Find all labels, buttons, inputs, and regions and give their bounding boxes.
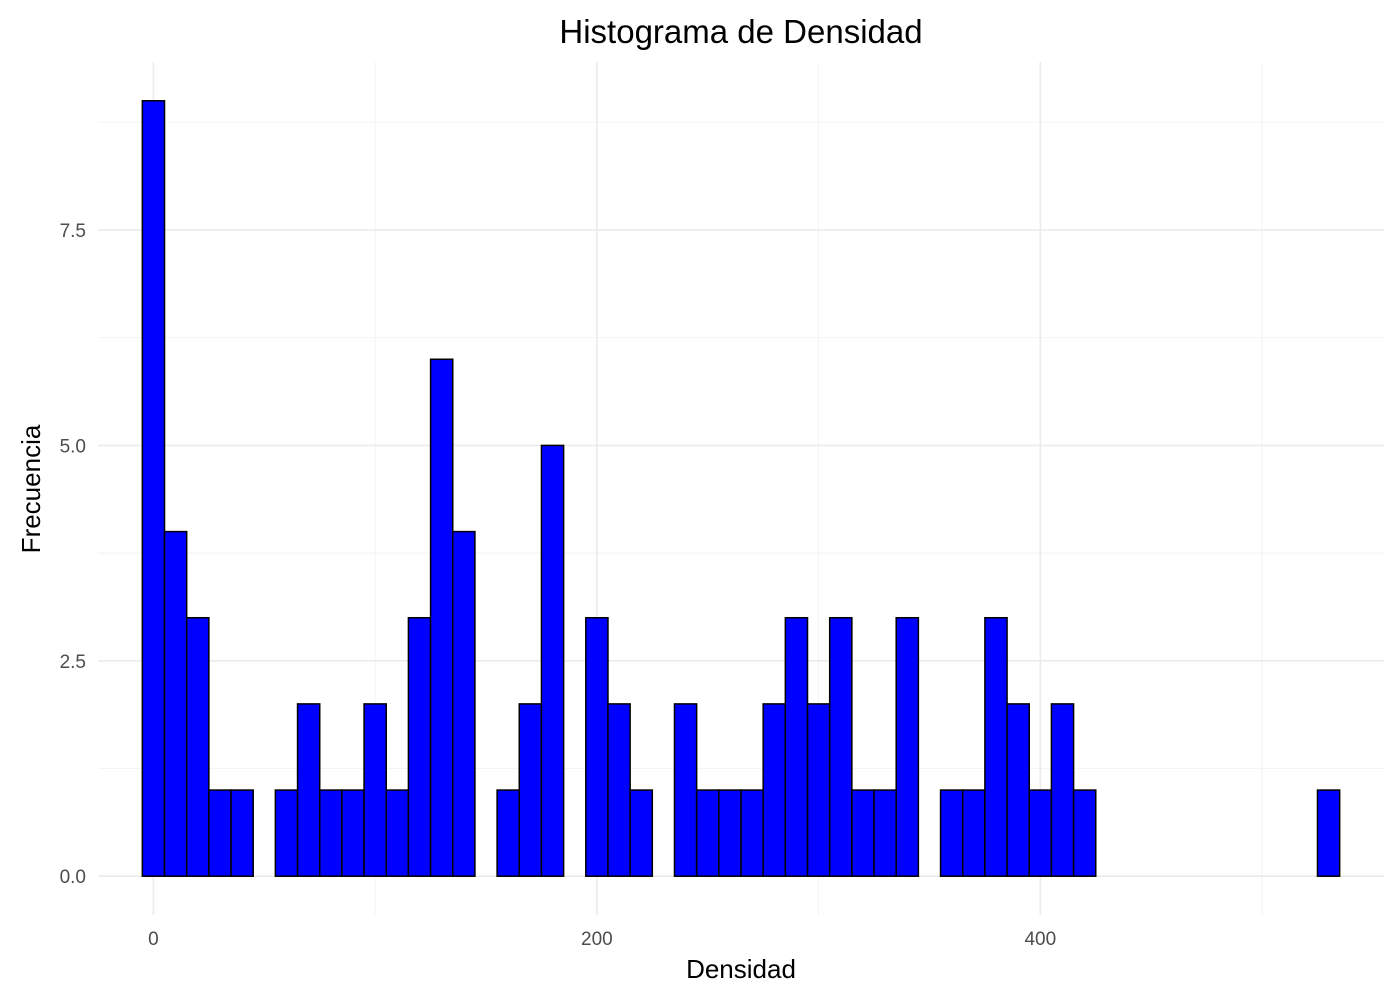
histogram-bar <box>1006 703 1030 877</box>
y-axis-ticks: 0.0 2.5 5.0 7.5 <box>60 221 86 888</box>
histogram-bars <box>141 100 1341 877</box>
y-tick-label: 5.0 <box>60 436 86 457</box>
x-tick-label: 0 <box>148 929 159 950</box>
histogram-bar <box>1072 789 1097 877</box>
histogram-bar <box>341 789 365 877</box>
histogram-bar <box>718 789 742 877</box>
y-tick-label: 2.5 <box>60 652 86 673</box>
histogram-bar <box>673 703 698 877</box>
histogram-bar <box>895 616 920 877</box>
histogram-bar <box>961 789 986 877</box>
histogram-bar <box>1316 789 1341 877</box>
grid-lines <box>98 62 1384 915</box>
histogram-bar <box>851 789 875 877</box>
histogram-bar <box>452 530 476 877</box>
histogram-bar <box>762 703 787 877</box>
histogram-bar <box>363 703 387 877</box>
histogram-bar <box>163 530 188 877</box>
y-tick-label: 0.0 <box>60 867 86 888</box>
chart-title: Histograma de Densidad <box>559 13 922 50</box>
x-axis-title: Densidad <box>686 954 796 984</box>
histogram-bar <box>296 703 321 877</box>
histogram-bar <box>828 616 853 877</box>
histogram-bar <box>518 703 543 877</box>
x-tick-label: 200 <box>581 929 613 950</box>
histogram-bar <box>740 789 764 877</box>
y-axis-title: Frecuencia <box>16 424 46 553</box>
histogram-bar <box>629 789 654 877</box>
histogram-bar <box>429 358 454 877</box>
histogram-bar <box>585 616 609 877</box>
histogram-bar <box>230 789 254 877</box>
histogram-bar <box>274 789 299 877</box>
histogram-bar <box>784 616 809 877</box>
histogram-bar <box>806 703 831 877</box>
histogram-bar <box>1050 703 1075 877</box>
histogram-bar <box>385 789 410 877</box>
histogram-bar <box>318 789 343 877</box>
histogram-bar <box>540 444 565 877</box>
histogram-bar <box>984 616 1008 877</box>
histogram-bar <box>141 100 166 877</box>
x-tick-label: 400 <box>1024 929 1056 950</box>
histogram-bar <box>496 789 521 877</box>
histogram-bar <box>185 616 210 877</box>
x-axis-ticks: 0 200 400 <box>148 929 1056 950</box>
histogram-bar <box>695 789 720 877</box>
histogram-bar <box>873 789 897 877</box>
histogram-bar <box>607 703 631 877</box>
histogram-bar <box>1028 789 1053 877</box>
histogram-bar <box>208 789 232 877</box>
y-tick-label: 7.5 <box>60 221 86 242</box>
histogram-bar <box>407 616 432 877</box>
histogram-bar <box>939 789 964 877</box>
